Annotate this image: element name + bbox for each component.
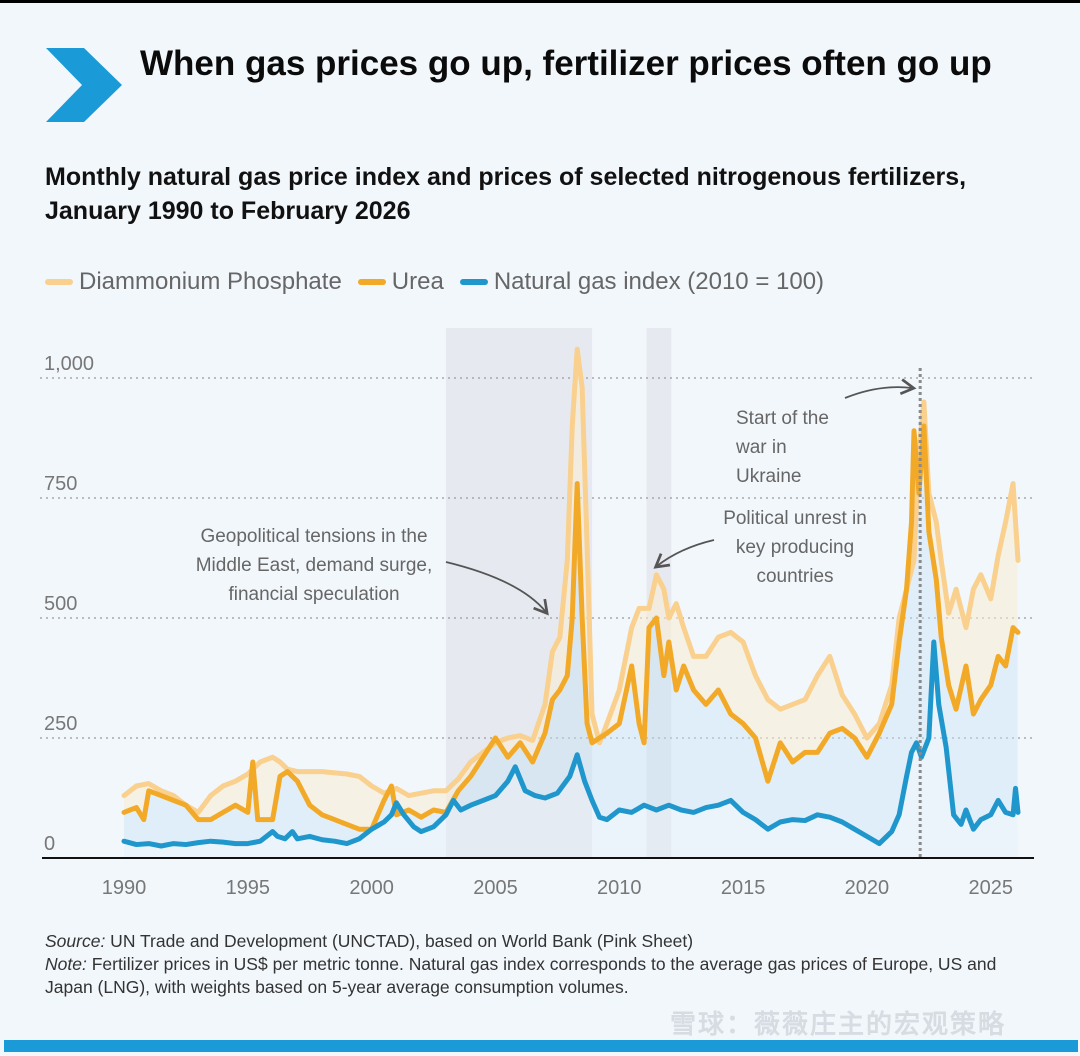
chevron-logo-icon (46, 48, 122, 122)
annotation-text: Start of the war in Ukraine (735, 408, 829, 487)
x-tick-label: 1995 (226, 877, 271, 899)
y-tick-label: 0 (44, 833, 55, 855)
annotation-line: Ukraine (736, 466, 801, 487)
watermark: 雪球：薇薇庄主的宏观策略 (670, 1009, 1007, 1039)
area-under-gas (124, 657, 1018, 858)
chart-title: When gas prices go up, fertilizer prices… (140, 44, 992, 83)
source-text: UN Trade and Development (UNCTAD), based… (105, 931, 694, 951)
y-tick-label: 750 (44, 473, 77, 495)
y-tick-label: 1,000 (44, 353, 94, 375)
note-label: Note: (45, 954, 87, 974)
legend-label: Diammonium Phosphate (79, 268, 342, 295)
annotation-arrow (445, 561, 549, 616)
legend: Diammonium Phosphate Urea Natural gas in… (45, 268, 840, 296)
annotation-line: financial speculation (228, 584, 399, 605)
annotation-line: Middle East, demand surge, (196, 555, 433, 576)
y-tick-label: 500 (44, 593, 77, 615)
series-line-urea (121, 423, 1021, 832)
annotation-arrow (653, 539, 715, 569)
legend-label: Natural gas index (2010 = 100) (493, 268, 825, 295)
note-line: Note: Fertilizer prices in US$ per metri… (45, 953, 1045, 999)
x-tick-label: 2000 (349, 877, 394, 899)
bottom-accent-bar (4, 1040, 1078, 1052)
x-tick-label: 2025 (969, 877, 1014, 899)
annotation-text: Geopolitical tensions in the Middle East,… (196, 526, 433, 605)
legend-swatch-urea (357, 279, 386, 285)
annotation-line: war in (735, 437, 787, 458)
x-tick-label: 2005 (473, 877, 518, 899)
legend-swatch-dap (45, 279, 73, 285)
chart-subtitle: Monthly natural gas price index and pric… (45, 163, 967, 225)
footer-notes: Source: UN Trade and Development (UNCTAD… (45, 930, 1045, 999)
legend-item-gas: Natural gas index (2010 = 100) (459, 268, 825, 296)
series-line-gas (121, 639, 1021, 849)
note-text: Fertilizer prices in US$ per metric tonn… (45, 954, 997, 997)
x-tick-label: 2020 (845, 877, 890, 899)
top-border (0, 0, 1080, 3)
annotation-line: Geopolitical tensions in the (200, 526, 427, 547)
y-tick-label: 250 (44, 713, 77, 735)
annotation-text: Political unrest in key producing countrie… (723, 508, 867, 587)
annotation-line: Start of the (736, 408, 829, 429)
annotation-line: countries (756, 566, 833, 587)
legend-swatch-gas (459, 279, 488, 285)
legend-label: Urea (391, 268, 444, 295)
source-line: Source: UN Trade and Development (UNCTAD… (45, 930, 1045, 953)
x-tick-label: 2015 (721, 877, 766, 899)
line-chart: 0 250 500 750 1,000 1990 1995 2000 2005 2010 2015 2… (40, 328, 1034, 899)
annotation-line: Political unrest in (723, 508, 867, 529)
legend-item-urea: Urea (357, 268, 444, 296)
x-tick-label: 1990 (102, 877, 147, 899)
x-tick-label: 2010 (597, 877, 642, 899)
annotation-arrow (844, 378, 917, 399)
legend-item-dap: Diammonium Phosphate (45, 268, 342, 296)
annotation-line: key producing (736, 537, 854, 558)
series-line-dap (121, 346, 1021, 815)
source-label: Source: (45, 931, 106, 951)
